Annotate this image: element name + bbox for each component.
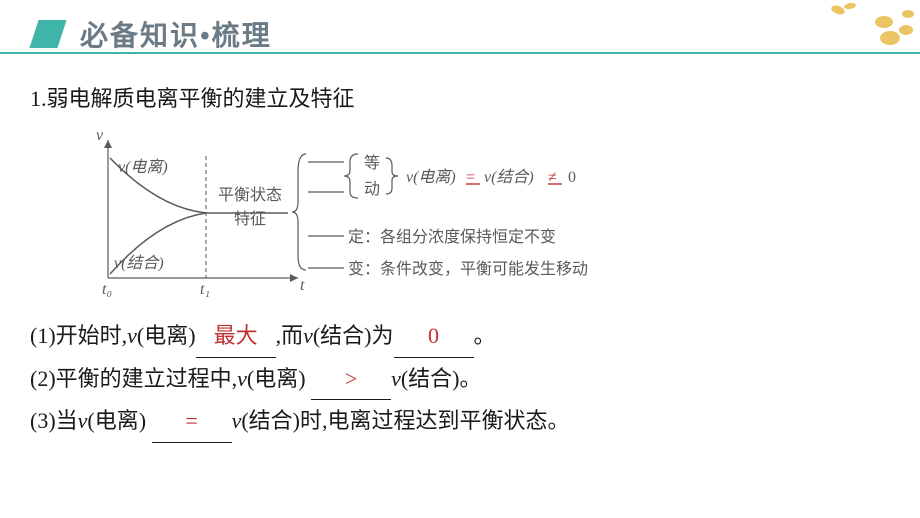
l3-b: (电离)	[87, 408, 151, 433]
l1-a: (1)开始时,	[30, 323, 127, 348]
section-title: 弱电解质电离平衡的建立及特征	[47, 86, 355, 111]
y-axis-label: v	[96, 128, 104, 144]
body-line-2: (2)平衡的建立过程中,v(电离) >v(结合)。	[30, 358, 890, 401]
bottom-curve-label: v(结合)	[114, 254, 164, 272]
l3-a: (3)当	[30, 408, 78, 433]
t1-label: t₁	[200, 281, 210, 298]
l2-a: (2)平衡的建立过程中,	[30, 366, 237, 391]
header-underline	[0, 52, 920, 54]
state-label-2: 特征	[234, 210, 266, 228]
l1-e: 。	[474, 323, 496, 348]
body-line-1: (1)开始时,v(电离)最大,而v(结合)为0。	[30, 315, 890, 358]
eq-text-2: v(结合)	[484, 168, 534, 186]
l2-b: (电离)	[247, 366, 311, 391]
l1-d: (结合)为	[313, 323, 394, 348]
l1-blank1: 最大	[196, 315, 276, 358]
section-heading: 1.弱电解质电离平衡的建立及特征	[30, 78, 890, 120]
l2-c: (结合)。	[401, 366, 482, 391]
l1-v2: v	[303, 323, 313, 348]
l1-v1: v	[127, 323, 137, 348]
bian-text: 变：条件改变，平衡可能发生移动	[348, 260, 588, 278]
l3-c: (结合)时,电离过程达到平衡状态。	[241, 408, 569, 433]
top-curve-label: v(电离)	[118, 158, 168, 176]
l1-blank2: 0	[394, 315, 474, 358]
equilibrium-diagram: v t t₀ t₁ v(电离) v(结合) 平衡状态 特征 等 动 v(电离) …	[88, 128, 890, 305]
state-label-1: 平衡状态	[218, 186, 282, 204]
l3-v1: v	[78, 408, 88, 433]
t0-label: t₀	[102, 281, 112, 298]
l1-b: (电离)	[137, 323, 196, 348]
eq-text-3: 0	[568, 169, 576, 186]
section-number: 1.	[30, 86, 47, 111]
body-line-3: (3)当v(电离) =v(结合)时,电离过程达到平衡状态。	[30, 400, 890, 443]
eq-text-1: v(电离)	[406, 168, 456, 186]
header-title: 必备知识•梳理	[80, 14, 272, 54]
l2-v2: v	[391, 366, 401, 391]
eq-bottom: 动	[364, 180, 380, 198]
l3-blank: =	[152, 400, 232, 443]
l1-c: ,而	[276, 323, 304, 348]
ding-text: 定：各组分浓度保持恒定不变	[348, 228, 556, 246]
l2-blank: >	[311, 358, 391, 401]
l2-v1: v	[237, 366, 247, 391]
l3-v2: v	[232, 408, 242, 433]
eq-top: 等	[364, 154, 380, 172]
content: 1.弱电解质电离平衡的建立及特征 v t t₀ t₁ v(电离) v(结合) 平…	[30, 78, 890, 443]
header-accent	[29, 20, 66, 48]
header: 必备知识•梳理	[0, 16, 920, 52]
x-axis-label: t	[300, 277, 305, 294]
